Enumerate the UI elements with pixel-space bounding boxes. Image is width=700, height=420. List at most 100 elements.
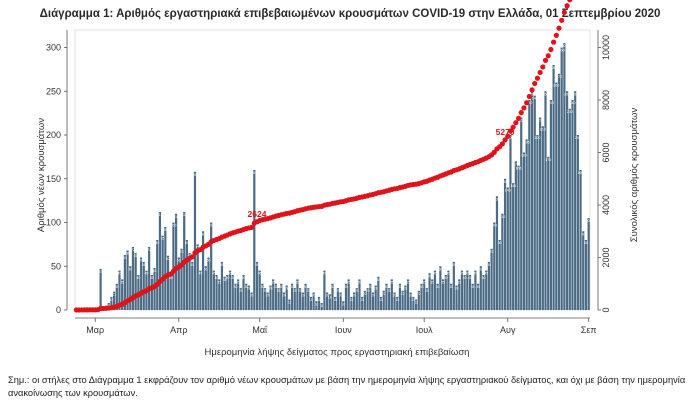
bar-value-label: 200 xyxy=(507,136,513,140)
bar-value-label: 240 xyxy=(548,101,554,105)
bar-value-label: 40 xyxy=(225,276,229,280)
bar xyxy=(574,91,577,310)
bar xyxy=(285,285,288,310)
bar xyxy=(185,240,188,310)
bar xyxy=(301,292,304,310)
bar-value-label: 70 xyxy=(490,250,494,254)
bar-value-label: 300 xyxy=(559,49,565,53)
bar-value-label: 28 xyxy=(268,287,272,291)
bar-value-label: 240 xyxy=(526,101,532,105)
bar xyxy=(161,235,164,311)
bar-value-label: 130 xyxy=(494,197,500,201)
bar xyxy=(452,261,455,311)
bar xyxy=(228,270,232,311)
bar xyxy=(544,91,547,310)
bar xyxy=(385,283,388,310)
bar-value-label: 55 xyxy=(255,263,259,267)
bar xyxy=(471,283,474,310)
bar xyxy=(479,266,482,310)
bar xyxy=(139,257,143,310)
bar-value-label: 68 xyxy=(126,252,130,256)
bar-value-label: 28 xyxy=(403,287,407,291)
bar-value-label: 112 xyxy=(181,213,187,217)
cumulative-point xyxy=(556,25,562,31)
bar-value-label: 50 xyxy=(128,267,132,271)
bar xyxy=(134,253,137,311)
bar-value-label: 30 xyxy=(436,285,440,289)
bar xyxy=(369,283,372,310)
bar xyxy=(417,290,420,310)
bar-labels-group: 1012121034725815213045356368507265406055… xyxy=(75,44,591,315)
bar xyxy=(199,270,202,311)
bar xyxy=(579,170,582,310)
bar-value-label: 25 xyxy=(239,289,243,293)
bar xyxy=(587,218,590,311)
bar-value-label: 15 xyxy=(411,298,415,302)
cumulative-point xyxy=(542,57,549,63)
y2-tick-label: 10000 xyxy=(601,35,611,60)
bar xyxy=(560,47,563,310)
bar-value-label: 18 xyxy=(328,295,332,299)
bar xyxy=(277,288,280,311)
bar-value-label: 170 xyxy=(513,162,519,166)
bar xyxy=(261,283,264,310)
bar xyxy=(477,283,480,310)
bar xyxy=(266,292,269,310)
bar xyxy=(164,226,167,311)
bar-value-label: 240 xyxy=(569,101,575,105)
bar-value-label: 30 xyxy=(368,285,372,289)
bar-value-label: 35 xyxy=(217,280,221,284)
bar xyxy=(304,283,307,310)
bar xyxy=(565,91,569,310)
bar-value-label: 35 xyxy=(441,280,445,284)
bar xyxy=(388,288,391,311)
y2-tick-label: 2000 xyxy=(601,247,611,267)
bar-value-label: 20 xyxy=(393,294,397,298)
bar xyxy=(231,275,234,310)
bar-value-label: 20 xyxy=(312,294,316,298)
bar xyxy=(280,283,283,310)
x-tick-label: Σεπ xyxy=(581,325,597,335)
bar-value-label: 22 xyxy=(363,292,367,296)
bar-value-label: 230 xyxy=(567,110,573,114)
bar-value-label: 90 xyxy=(581,232,585,236)
bar xyxy=(328,294,331,310)
bar-value-label: 20 xyxy=(325,294,329,298)
bar-value-label: 0 xyxy=(78,311,80,315)
bar xyxy=(344,283,348,310)
cumulative-value-label: 5270 xyxy=(496,127,515,137)
bar-value-label: 40 xyxy=(242,276,246,280)
bar xyxy=(396,296,399,311)
bar xyxy=(339,292,342,310)
bar-value-label: 50 xyxy=(204,267,208,271)
bar-value-label: 45 xyxy=(460,272,464,276)
x-axis-label: Ημερομηνία λήψης δείγματος προς εργαστηρ… xyxy=(205,347,470,358)
cumulative-point xyxy=(545,53,551,59)
y2-tick-label: 8000 xyxy=(601,90,611,110)
bar-value-label: 270 xyxy=(556,75,562,79)
y2-tick-label: 0 xyxy=(601,307,611,312)
bar xyxy=(274,283,277,310)
bar xyxy=(466,270,469,311)
bar xyxy=(272,279,275,311)
axes-group: 0501001502002503000200040006000800010000… xyxy=(46,30,611,335)
bar xyxy=(226,275,229,310)
bar xyxy=(512,183,515,311)
bar xyxy=(490,248,493,310)
bar xyxy=(482,275,485,310)
cumulative-point xyxy=(513,120,519,126)
y2-tick-label: 6000 xyxy=(601,142,611,162)
bar xyxy=(355,288,358,311)
bar xyxy=(441,279,445,311)
bar xyxy=(377,276,380,310)
bar xyxy=(169,275,172,310)
bar xyxy=(541,126,544,310)
bar-value-label: 250 xyxy=(529,92,535,96)
bar xyxy=(129,266,132,310)
bar-value-label: 110 xyxy=(173,215,179,219)
bar-value-label: 15 xyxy=(333,298,337,302)
bar xyxy=(425,288,428,311)
bar-value-label: 48 xyxy=(153,269,157,273)
bar xyxy=(406,279,410,311)
bar-value-label: 30 xyxy=(244,285,248,289)
